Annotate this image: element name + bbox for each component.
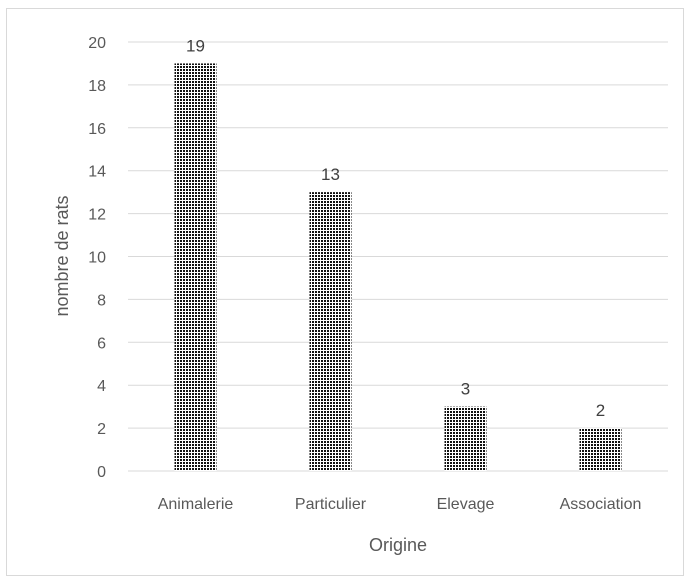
y-tick-label: 18	[88, 78, 106, 95]
y-axis-ticks: 0 2 4 6 8 10 12 14 16 18 20	[88, 35, 106, 481]
y-tick-label: 20	[88, 35, 106, 52]
category-label: Particulier	[295, 496, 367, 513]
bar-elevage	[444, 406, 487, 471]
y-tick-label: 0	[97, 464, 106, 481]
category-label: Association	[560, 496, 642, 513]
data-label: 2	[596, 401, 605, 420]
category-label: Elevage	[437, 496, 495, 513]
category-labels: Animalerie Particulier Elevage Association	[158, 496, 642, 513]
category-label: Animalerie	[158, 496, 234, 513]
y-tick-label: 8	[97, 292, 106, 309]
data-label: 13	[321, 165, 340, 184]
gridlines	[128, 41, 668, 472]
y-tick-label: 12	[88, 207, 106, 224]
data-labels: 19 13 3 2	[186, 36, 605, 420]
data-label: 3	[461, 380, 470, 399]
y-axis-title: nombre de rats	[52, 195, 72, 316]
y-tick-label: 14	[88, 164, 106, 181]
y-tick-label: 16	[88, 121, 106, 138]
bar-animalerie	[174, 63, 217, 471]
y-tick-label: 6	[97, 335, 106, 352]
bar-association	[579, 428, 622, 471]
x-axis-title: Origine	[369, 535, 427, 555]
y-tick-label: 2	[97, 421, 106, 438]
bars	[174, 63, 622, 471]
data-label: 19	[186, 36, 205, 55]
bar-particulier	[309, 192, 352, 471]
y-tick-label: 4	[97, 378, 106, 395]
y-tick-label: 10	[88, 250, 106, 267]
